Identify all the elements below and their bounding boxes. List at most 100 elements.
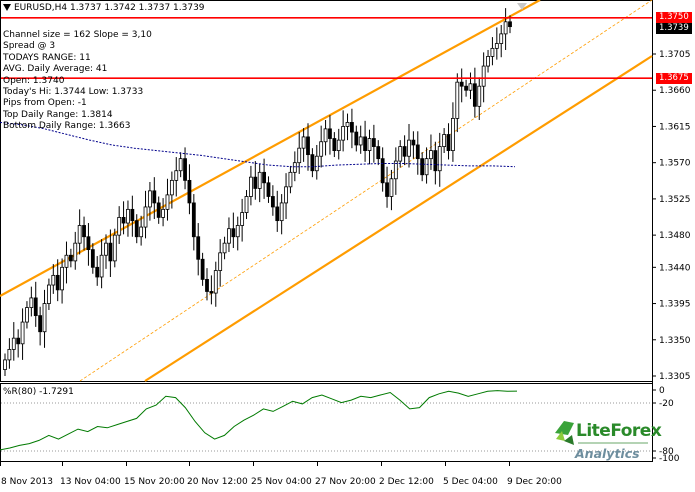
candle-body[interactable] xyxy=(310,154,315,172)
candle-body[interactable] xyxy=(262,171,266,184)
candle-body[interactable] xyxy=(178,158,183,172)
candle-body[interactable] xyxy=(174,170,179,181)
candle-body[interactable] xyxy=(328,128,332,139)
candle-body[interactable] xyxy=(319,141,324,157)
candle-body[interactable] xyxy=(95,266,100,278)
candle-body[interactable] xyxy=(363,136,367,151)
candle-body[interactable] xyxy=(345,122,350,127)
candle-body[interactable] xyxy=(11,337,16,350)
candle-body[interactable] xyxy=(341,126,346,141)
candle-body[interactable] xyxy=(446,134,451,152)
candle-body[interactable] xyxy=(398,146,403,162)
candle-body[interactable] xyxy=(275,206,280,222)
candle-body[interactable] xyxy=(73,242,78,262)
candle-body[interactable] xyxy=(411,139,416,146)
candle-body[interactable] xyxy=(86,236,91,251)
candle-body[interactable] xyxy=(99,254,104,278)
candle-body[interactable] xyxy=(51,274,56,286)
dropdown-triangle-icon[interactable] xyxy=(3,4,11,11)
candle-body[interactable] xyxy=(64,254,69,268)
candle-body[interactable] xyxy=(126,208,130,224)
candle-body[interactable] xyxy=(165,194,170,210)
candle-body[interactable] xyxy=(481,65,486,87)
candle-body[interactable] xyxy=(472,83,477,107)
candle-body[interactable] xyxy=(152,190,157,204)
candle-body[interactable] xyxy=(104,242,108,256)
candle-body[interactable] xyxy=(112,234,117,262)
candle-body[interactable] xyxy=(130,208,135,222)
candle-body[interactable] xyxy=(301,136,306,149)
candle-body[interactable] xyxy=(213,270,218,294)
candle-body[interactable] xyxy=(249,176,253,197)
candle-body[interactable] xyxy=(437,146,442,172)
candle-body[interactable] xyxy=(231,228,236,238)
candle-body[interactable] xyxy=(508,21,512,28)
candle-body[interactable] xyxy=(323,128,328,143)
candle-body[interactable] xyxy=(253,176,258,189)
candle-body[interactable] xyxy=(468,83,473,91)
candle-body[interactable] xyxy=(336,139,341,151)
candle-body[interactable] xyxy=(314,155,319,172)
candle-body[interactable] xyxy=(38,315,43,333)
candle-body[interactable] xyxy=(235,225,240,238)
candle-body[interactable] xyxy=(464,85,468,91)
candle-body[interactable] xyxy=(82,225,86,238)
candle-body[interactable] xyxy=(270,196,275,208)
candle-body[interactable] xyxy=(433,150,438,172)
candle-body[interactable] xyxy=(494,43,499,49)
candle-body[interactable] xyxy=(292,162,297,173)
candle-body[interactable] xyxy=(60,266,64,291)
candle-body[interactable] xyxy=(257,171,262,189)
candle-body[interactable] xyxy=(354,131,359,146)
candle-body[interactable] xyxy=(183,158,187,181)
candle-body[interactable] xyxy=(385,182,389,197)
candle-body[interactable] xyxy=(393,160,398,180)
candle-body[interactable] xyxy=(288,171,293,188)
candle-body[interactable] xyxy=(279,202,284,222)
shift-marker-icon[interactable] xyxy=(517,3,527,10)
candle-body[interactable] xyxy=(490,47,495,57)
candle-body[interactable] xyxy=(191,202,196,238)
candle-body[interactable] xyxy=(371,138,376,147)
candle-body[interactable] xyxy=(380,158,385,184)
candle-body[interactable] xyxy=(227,228,231,244)
candle-body[interactable] xyxy=(240,212,245,226)
candle-body[interactable] xyxy=(205,278,209,292)
candle-body[interactable] xyxy=(134,220,139,238)
candle-body[interactable] xyxy=(376,146,381,160)
channel-lower-line[interactable] xyxy=(144,55,653,382)
candle-body[interactable] xyxy=(503,21,508,35)
candle-body[interactable] xyxy=(244,196,249,213)
candle-body[interactable] xyxy=(108,242,113,262)
candle-body[interactable] xyxy=(389,178,394,197)
candle-body[interactable] xyxy=(33,297,38,317)
candle-body[interactable] xyxy=(169,179,174,196)
channel-mid-line[interactable] xyxy=(79,0,653,382)
candle-body[interactable] xyxy=(459,81,464,87)
candle-body[interactable] xyxy=(143,206,148,228)
candle-body[interactable] xyxy=(121,217,126,224)
candle-body[interactable] xyxy=(420,158,425,176)
candle-body[interactable] xyxy=(47,284,51,304)
candle-body[interactable] xyxy=(148,190,152,208)
candle-body[interactable] xyxy=(200,258,205,280)
candle-body[interactable] xyxy=(442,134,447,147)
candle-body[interactable] xyxy=(20,321,25,345)
candle-body[interactable] xyxy=(402,146,407,157)
candle-body[interactable] xyxy=(139,226,144,238)
candle-body[interactable] xyxy=(455,81,460,119)
candle-body[interactable] xyxy=(117,217,122,236)
candle-body[interactable] xyxy=(306,136,310,156)
candle-body[interactable] xyxy=(7,349,12,361)
candle-body[interactable] xyxy=(42,303,47,333)
candle-body[interactable] xyxy=(218,252,223,271)
candle-body[interactable] xyxy=(77,225,82,244)
candle-body[interactable] xyxy=(196,236,201,260)
candle-body[interactable] xyxy=(55,274,60,291)
candle-body[interactable] xyxy=(16,337,21,345)
candle-body[interactable] xyxy=(90,249,95,268)
candle-body[interactable] xyxy=(161,208,165,218)
candle-body[interactable] xyxy=(332,138,337,151)
candle-body[interactable] xyxy=(486,56,490,67)
